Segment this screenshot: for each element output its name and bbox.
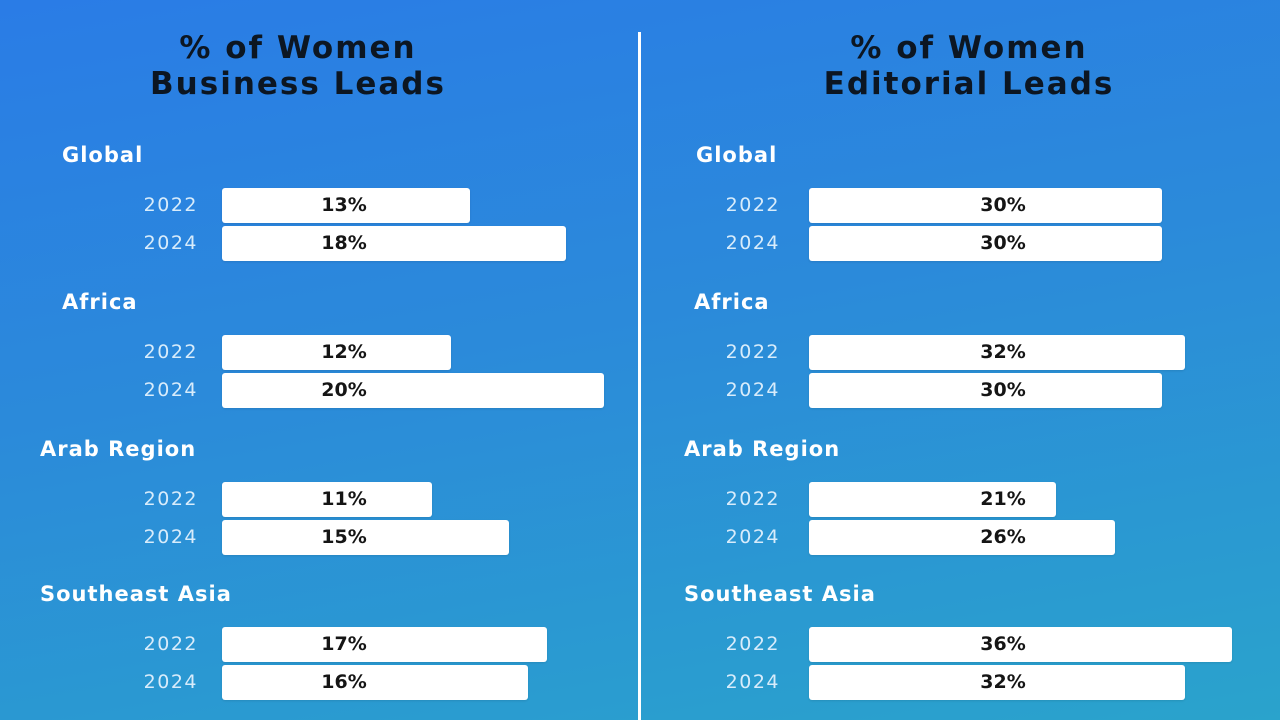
editorial-year-label-arab-region-2022: 2022: [725, 488, 780, 510]
editorial-year-label-southeast-asia-2022: 2022: [725, 633, 780, 655]
panel-divider: [638, 32, 641, 720]
business-data-label-africa-2022: 12%: [321, 341, 367, 363]
business-year-label-global-2024: 2024: [143, 232, 198, 254]
editorial-leads-panel: % of Women Editorial Leads Global 2022 30%…: [642, 0, 1280, 720]
editorial-bar-global-2022: [809, 188, 1162, 223]
editorial-bar-arab-region-2024: [809, 520, 1115, 555]
editorial-year-label-global-2024: 2024: [725, 232, 780, 254]
business-data-label-southeast-asia-2024: 16%: [321, 671, 367, 693]
editorial-data-label-global-2022: 30%: [980, 194, 1026, 216]
business-data-label-southeast-asia-2022: 17%: [321, 633, 367, 655]
editorial-bar-southeast-asia-2022: [809, 627, 1232, 662]
business-year-label-southeast-asia-2022: 2022: [143, 633, 198, 655]
editorial-bar-africa-2022: [809, 335, 1185, 370]
editorial-region-label-africa: Africa: [694, 290, 770, 314]
editorial-region-label-arab-region: Arab Region: [684, 437, 841, 461]
editorial-data-label-africa-2022: 32%: [980, 341, 1026, 363]
editorial-bar-africa-2024: [809, 373, 1162, 408]
business-year-label-arab-region-2022: 2022: [143, 488, 198, 510]
business-region-label-arab-region: Arab Region: [40, 437, 197, 461]
editorial-leads-title: % of Women Editorial Leads: [642, 30, 1280, 102]
editorial-year-label-africa-2024: 2024: [725, 379, 780, 401]
business-bar-arab-region-2024: [222, 520, 509, 555]
business-leads-title-line-1: % of Women: [179, 30, 417, 66]
editorial-data-label-arab-region-2022: 21%: [980, 488, 1026, 510]
editorial-bar-southeast-asia-2024: [809, 665, 1185, 700]
business-year-label-arab-region-2024: 2024: [143, 526, 198, 548]
business-bar-southeast-asia-2022: [222, 627, 547, 662]
business-leads-title-line-2: Business Leads: [150, 66, 446, 102]
editorial-leads-title-line-2: Editorial Leads: [823, 66, 1115, 102]
business-bar-southeast-asia-2024: [222, 665, 528, 700]
business-data-label-arab-region-2024: 15%: [321, 526, 367, 548]
editorial-data-label-arab-region-2024: 26%: [980, 526, 1026, 548]
business-data-label-africa-2024: 20%: [321, 379, 367, 401]
business-data-label-arab-region-2022: 11%: [321, 488, 367, 510]
business-bar-global-2022: [222, 188, 470, 223]
editorial-year-label-africa-2022: 2022: [725, 341, 780, 363]
editorial-year-label-global-2022: 2022: [725, 194, 780, 216]
editorial-bar-global-2024: [809, 226, 1162, 261]
business-data-label-global-2024: 18%: [321, 232, 367, 254]
editorial-region-label-global: Global: [696, 143, 778, 167]
business-region-label-global: Global: [62, 143, 144, 167]
editorial-year-label-southeast-asia-2024: 2024: [725, 671, 780, 693]
business-bar-africa-2022: [222, 335, 451, 370]
business-region-label-africa: Africa: [62, 290, 138, 314]
business-bar-arab-region-2022: [222, 482, 432, 517]
editorial-data-label-africa-2024: 30%: [980, 379, 1026, 401]
business-bar-global-2024: [222, 226, 566, 261]
editorial-bar-arab-region-2022: [809, 482, 1056, 517]
editorial-year-label-arab-region-2024: 2024: [725, 526, 780, 548]
editorial-data-label-southeast-asia-2022: 36%: [980, 633, 1026, 655]
business-year-label-southeast-asia-2024: 2024: [143, 671, 198, 693]
editorial-region-label-southeast-asia: Southeast Asia: [684, 582, 876, 606]
editorial-data-label-southeast-asia-2024: 32%: [980, 671, 1026, 693]
business-year-label-global-2022: 2022: [143, 194, 198, 216]
business-bar-africa-2024: [222, 373, 604, 408]
business-year-label-africa-2024: 2024: [143, 379, 198, 401]
business-leads-title: % of Women Business Leads: [0, 30, 596, 102]
editorial-leads-title-line-1: % of Women: [850, 30, 1088, 66]
business-region-label-southeast-asia: Southeast Asia: [40, 582, 232, 606]
business-leads-panel: % of Women Business Leads Global 2022 13% 2…: [0, 0, 636, 720]
business-year-label-africa-2022: 2022: [143, 341, 198, 363]
business-data-label-global-2022: 13%: [321, 194, 367, 216]
editorial-data-label-global-2024: 30%: [980, 232, 1026, 254]
